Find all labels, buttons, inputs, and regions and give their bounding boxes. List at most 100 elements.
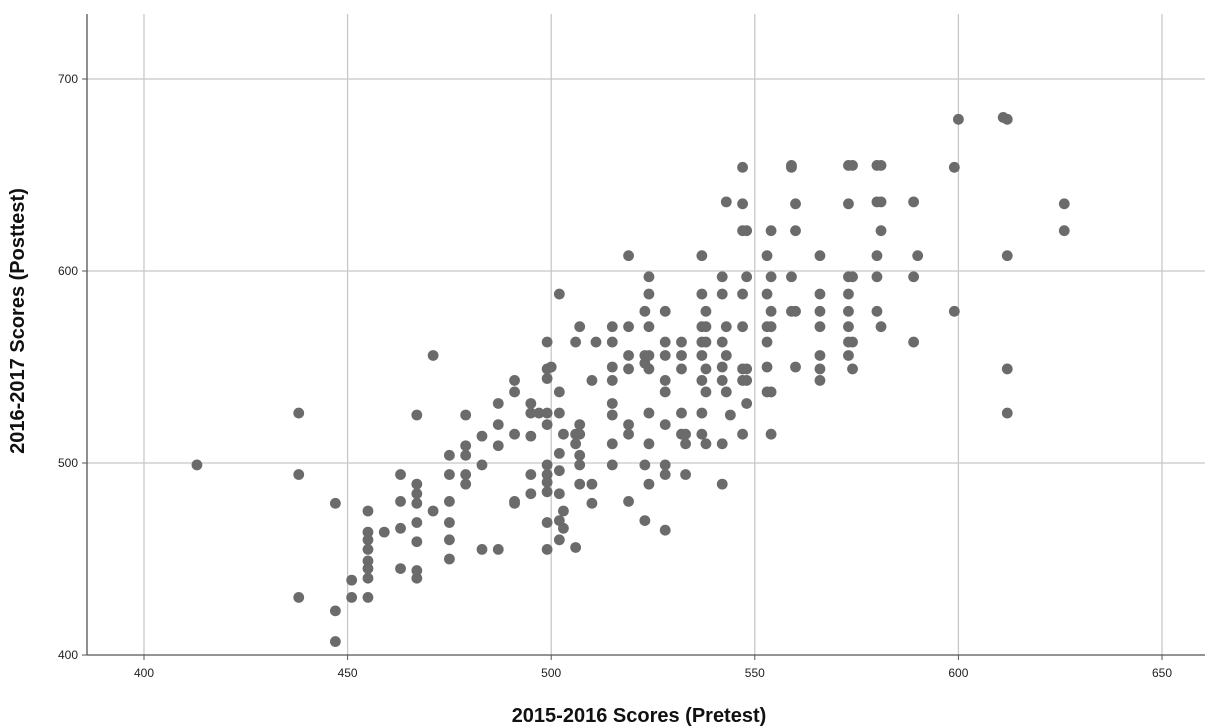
data-point [293,592,305,603]
data-point [643,350,655,361]
data-point [875,160,887,171]
data-point [700,363,712,375]
data-point [953,113,964,125]
x-tick-label: 600 [948,666,968,680]
data-point [362,572,374,584]
data-point [476,430,488,442]
data-point [541,486,553,498]
data-point [570,336,582,348]
data-point [700,386,712,398]
data-point [912,250,924,262]
data-point [643,321,655,333]
data-point [623,496,634,507]
data-point [659,336,671,348]
data-point [395,469,406,480]
data-point [606,336,618,348]
data-point [790,198,801,210]
data-point [460,440,472,452]
data-point [814,363,826,375]
data-point [525,407,537,419]
data-point [765,321,777,333]
data-point [444,449,455,461]
data-point [606,409,618,421]
data-point [814,375,826,386]
data-point [525,398,537,409]
data-point [411,565,423,576]
data-point [814,250,826,262]
data-point [737,288,748,300]
data-point [680,428,691,440]
data-point [509,386,520,398]
data-point [533,407,545,419]
data-point [847,160,858,171]
data-point [716,478,728,490]
data-point [411,517,423,528]
data-point [395,563,406,574]
data-point [460,469,472,480]
data-point [293,469,305,480]
data-point [696,407,708,419]
data-point [623,350,634,361]
data-point [814,305,826,317]
data-point [871,250,883,262]
x-tick-label: 650 [1152,666,1172,680]
data-point [362,563,374,574]
data-point [680,469,691,480]
data-point [574,419,586,430]
data-point [1001,363,1013,375]
data-point [871,305,883,317]
data-point [875,196,887,208]
data-point [696,375,708,386]
y-tick-label: 500 [58,456,78,470]
data-point [720,321,732,333]
data-point [606,321,618,333]
data-point [346,592,358,603]
data-point [411,409,423,421]
data-point [676,363,687,375]
data-point [786,161,797,173]
data-point [643,288,655,300]
data-point [737,198,748,210]
data-point [700,438,712,450]
data-point [509,428,520,440]
data-point [696,288,708,300]
data-point [541,407,553,419]
y-tick-label: 600 [58,264,78,278]
data-point [476,459,488,471]
data-point [395,496,406,507]
data-point [720,350,732,361]
x-tick-label: 450 [338,666,358,680]
data-point [1001,250,1013,262]
data-point [659,305,671,317]
x-tick-label: 400 [134,666,154,680]
data-point [545,361,557,373]
data-point [606,459,618,471]
data-point [643,478,655,490]
x-tick-label: 550 [745,666,765,680]
data-point [643,363,655,375]
data-point [558,505,569,517]
data-point [362,505,374,517]
data-point [395,522,406,534]
data-point [1001,407,1013,419]
data-point [362,592,374,603]
data-point [574,321,586,333]
data-point [659,386,671,398]
data-point [720,196,732,208]
data-point [444,517,455,528]
data-point [623,363,634,375]
tick-label-layer: 400 450 500 550 600 650 400 500 600 700 [58,72,1172,680]
data-point [761,336,773,348]
data-point [1001,113,1013,125]
data-point [948,161,960,173]
data-point [606,398,618,409]
data-point [1058,225,1070,237]
data-point [541,469,553,480]
data-point [843,321,854,333]
data-point [541,476,553,488]
y-tick-label: 400 [58,648,78,662]
data-point [574,428,586,440]
data-point [847,271,858,283]
data-point [814,288,826,300]
